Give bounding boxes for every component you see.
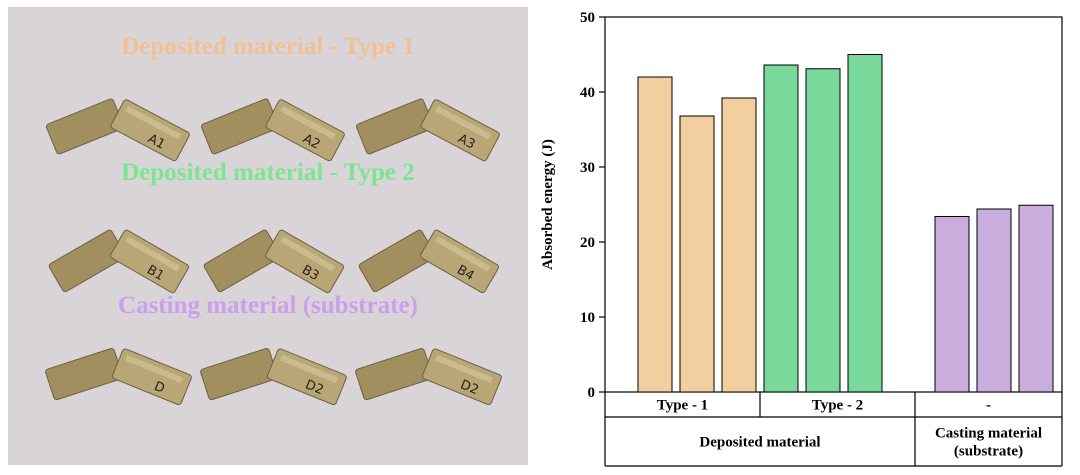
specimen-right-half bbox=[420, 99, 500, 162]
specimen-mark: A3 bbox=[455, 131, 477, 152]
specimen-right-half bbox=[110, 99, 190, 162]
specimen-left-half bbox=[355, 348, 433, 401]
absorbed-energy-chart: 0 10 20 30 40 50 Absorbed energy (J) Type - 1 Ty… bbox=[530, 0, 1080, 475]
specimen-bar: A1 bbox=[46, 98, 190, 162]
specimen-photo: A1 A2 A3 B1 B3 B4 D D2 D2 Deposited material - T… bbox=[8, 7, 528, 465]
specimen-bar: B3 bbox=[203, 229, 344, 294]
specimen-mark: B4 bbox=[454, 263, 476, 285]
photo-label-type2: Deposited material - Type 2 bbox=[121, 159, 415, 186]
specimen-mark: B3 bbox=[299, 263, 321, 285]
specimen-left-half bbox=[48, 229, 126, 293]
specimen-mark: B1 bbox=[144, 263, 166, 285]
specimen-mark: D2 bbox=[458, 377, 481, 398]
specimen-left-half bbox=[200, 348, 278, 401]
specimen-highlight bbox=[280, 105, 336, 140]
bar bbox=[637, 76, 673, 393]
specimen-bar: D2 bbox=[355, 348, 502, 406]
y-tick-label: 40 bbox=[580, 85, 595, 101]
specimen-bar: B1 bbox=[48, 229, 189, 294]
specimen-mark: A1 bbox=[145, 131, 167, 152]
photo-label-casting: Casting material (substrate) bbox=[118, 292, 418, 319]
specimen-mark: D2 bbox=[303, 377, 326, 398]
y-tick-label: 30 bbox=[580, 160, 595, 176]
specimen-right-half bbox=[110, 229, 189, 294]
specimen-highlight bbox=[125, 354, 183, 384]
specimen-left-half bbox=[358, 229, 436, 293]
category-label: Type - 2 bbox=[812, 398, 863, 414]
category-label: - bbox=[986, 398, 991, 414]
category-label: Type - 1 bbox=[657, 398, 708, 414]
specimen-left-half bbox=[203, 229, 281, 293]
specimen-highlight bbox=[125, 236, 181, 272]
bar bbox=[721, 97, 757, 393]
specimen-bar: B4 bbox=[358, 229, 499, 294]
specimen-highlight bbox=[435, 236, 491, 272]
y-tick-label: 50 bbox=[580, 10, 595, 26]
specimen-left-half bbox=[45, 348, 123, 401]
material-label: (substrate) bbox=[954, 444, 1023, 460]
bar bbox=[679, 115, 715, 393]
bar bbox=[976, 208, 1012, 393]
specimen-bar: A3 bbox=[356, 98, 500, 162]
specimen-right-half bbox=[420, 229, 499, 294]
specimen-highlight bbox=[435, 354, 493, 384]
y-tick-label: 20 bbox=[580, 235, 595, 251]
specimen-highlight bbox=[435, 105, 491, 140]
specimen-bar: D2 bbox=[200, 348, 347, 406]
photo-label-type1: Deposited material - Type 1 bbox=[121, 33, 415, 60]
specimen-bar: D bbox=[45, 348, 192, 406]
specimen-right-half bbox=[265, 99, 345, 162]
y-axis-label: Absorbed energy (J) bbox=[540, 139, 556, 270]
material-label: Casting material bbox=[935, 426, 1042, 442]
material-label: Deposited material bbox=[699, 435, 820, 451]
specimen-highlight bbox=[280, 236, 336, 272]
bar bbox=[847, 54, 883, 393]
bar bbox=[805, 68, 841, 393]
specimen-right-half bbox=[265, 229, 344, 294]
specimen-highlight bbox=[125, 105, 181, 140]
specimen-mark: A2 bbox=[300, 131, 322, 152]
specimen-photo-drawing: A1 A2 A3 B1 B3 B4 D D2 D2 bbox=[45, 98, 502, 406]
specimen-bar: A2 bbox=[201, 98, 345, 162]
chart-svg: 0 10 20 30 40 50 Absorbed energy (J) Type - 1 Ty… bbox=[540, 10, 1063, 467]
bar bbox=[934, 216, 970, 393]
y-tick-label: 10 bbox=[580, 310, 595, 326]
bar bbox=[763, 64, 799, 393]
y-tick-label: 0 bbox=[588, 385, 596, 401]
bar bbox=[1018, 204, 1054, 393]
specimen-highlight bbox=[280, 354, 338, 384]
